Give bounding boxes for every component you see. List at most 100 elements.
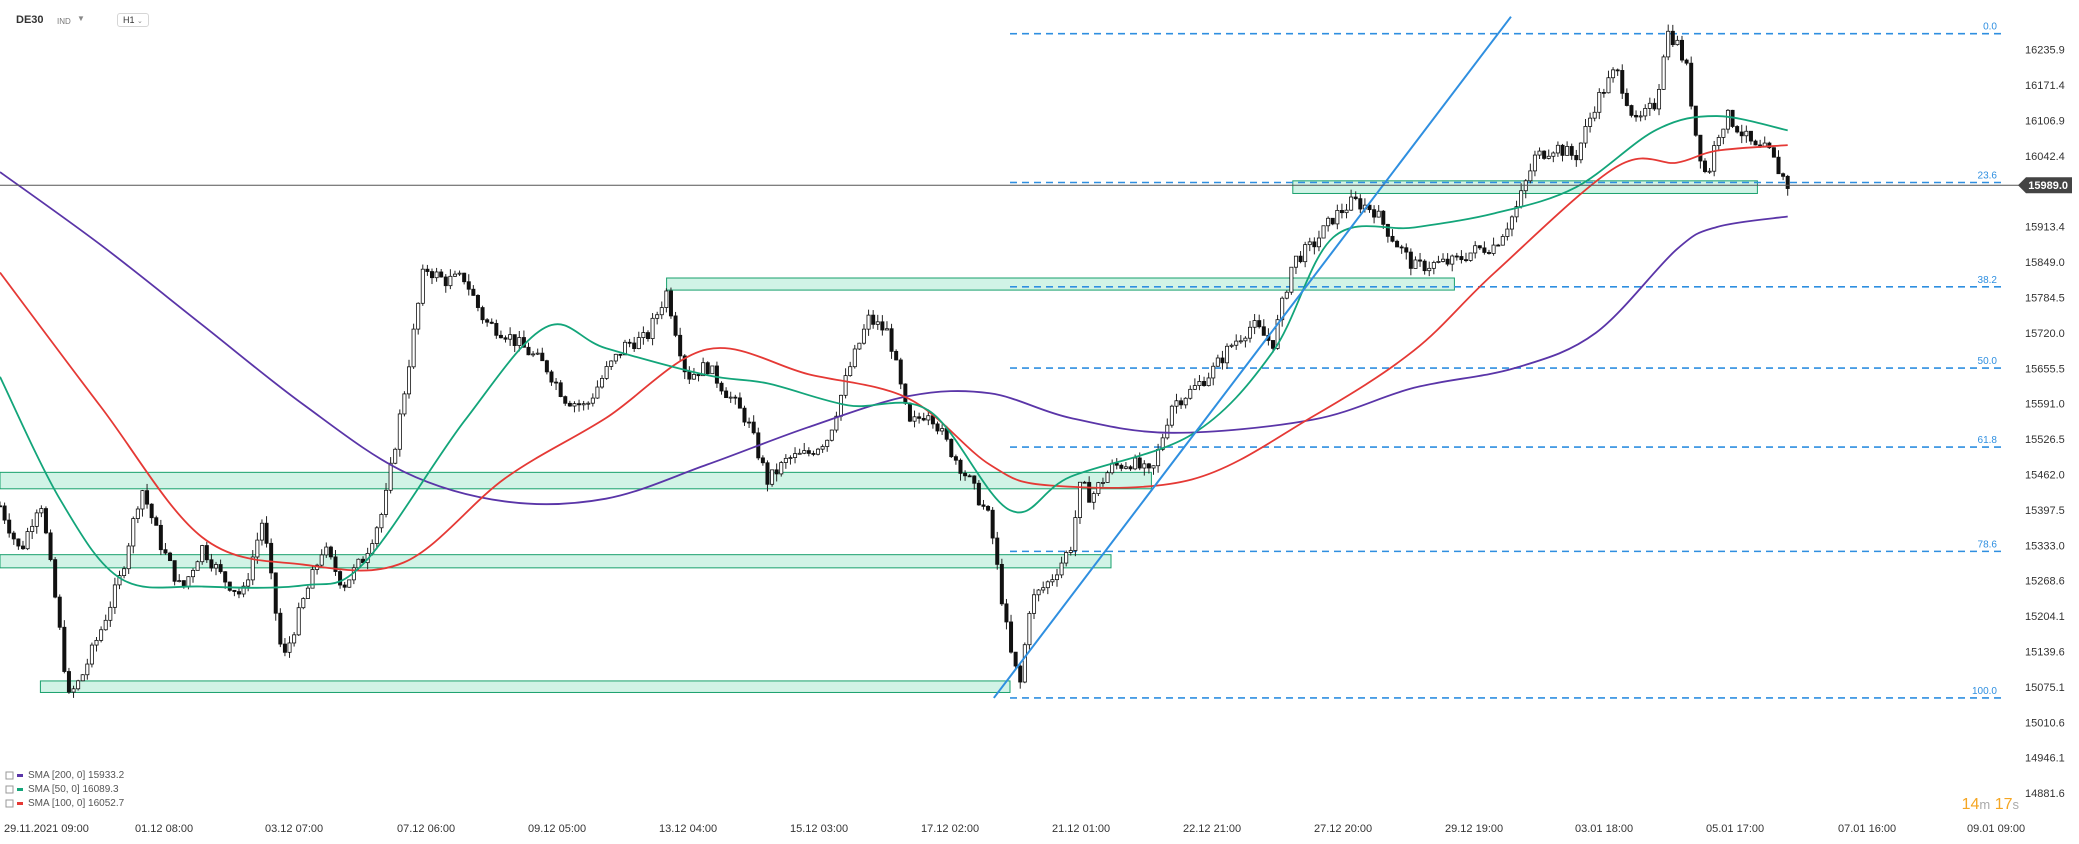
candle — [1413, 256, 1418, 269]
legend-settings-icon[interactable] — [5, 771, 14, 780]
candle — [940, 424, 945, 435]
candle-body — [1330, 217, 1335, 225]
candle-body — [374, 527, 379, 544]
candle — [1721, 128, 1726, 145]
candle-body — [1036, 589, 1041, 596]
legend-settings-icon[interactable] — [5, 785, 14, 794]
candle — [1482, 241, 1487, 255]
legend-settings-icon[interactable] — [5, 799, 14, 808]
candle-body — [16, 538, 21, 547]
candle — [645, 330, 650, 342]
legend-sma100[interactable]: SMA [100, 0] 16052.7 — [28, 798, 124, 809]
candle-body — [1032, 594, 1037, 614]
candle — [793, 447, 798, 464]
zone-1[interactable] — [0, 554, 1112, 569]
candle-body — [558, 382, 563, 397]
candle-body — [420, 268, 425, 304]
candle — [1404, 243, 1409, 260]
symbol-label[interactable]: DE30 — [16, 14, 44, 26]
candle-body — [613, 353, 618, 362]
candle — [650, 313, 655, 346]
fibonacci-retracement[interactable]: 0.0 23.6 38.2 50.0 61.8 78.6 100.0 — [1010, 22, 2005, 699]
trendline-line[interactable] — [993, 16, 1512, 699]
candle — [1748, 130, 1753, 145]
candle — [1018, 663, 1023, 689]
candle — [204, 541, 209, 563]
candle — [1395, 239, 1400, 248]
candle — [1050, 574, 1055, 586]
candle-body — [1486, 252, 1491, 254]
candle-body — [223, 571, 228, 583]
zone-3[interactable] — [666, 277, 1455, 291]
candle — [655, 311, 660, 325]
candle-body — [328, 546, 333, 558]
timeframe-select[interactable]: H1 ⌄ — [117, 13, 149, 27]
candle-body — [209, 559, 214, 569]
candle-body — [388, 462, 393, 491]
candle — [889, 323, 894, 359]
candle-body — [425, 268, 430, 272]
candle-body — [80, 674, 85, 682]
moving-averages — [0, 115, 1788, 589]
candle — [1284, 290, 1289, 300]
zone-0[interactable] — [0, 471, 1152, 490]
candle — [489, 318, 494, 325]
candle-body — [949, 438, 954, 458]
trendline[interactable] — [993, 16, 1512, 699]
candle — [1666, 24, 1671, 61]
candle-body — [2, 505, 7, 521]
candle-body — [963, 472, 968, 477]
y-tick-label: 15010.6 — [2025, 717, 2065, 729]
candle-body — [1064, 552, 1069, 564]
candle-body — [0, 505, 3, 508]
x-tick-label: 09.12 05:00 — [528, 823, 586, 835]
candle-body — [760, 457, 765, 464]
candle — [158, 519, 163, 556]
candle-body — [1298, 255, 1303, 263]
candle-body — [25, 531, 30, 550]
candle-body — [508, 334, 513, 340]
candle — [117, 570, 122, 590]
candle-body — [1381, 210, 1386, 225]
candle — [820, 444, 825, 453]
candle — [1289, 266, 1294, 295]
candle — [163, 542, 168, 555]
candles — [0, 24, 1790, 698]
candle-body — [503, 337, 508, 340]
zone-2[interactable] — [39, 680, 1011, 693]
candle-body — [737, 397, 742, 409]
candle — [1620, 64, 1625, 99]
candle — [494, 319, 499, 339]
candle — [549, 369, 554, 386]
y-tick-label: 15397.5 — [2025, 505, 2065, 517]
y-tick-label: 15139.6 — [2025, 647, 2065, 659]
chevron-down-icon[interactable]: ▼ — [77, 14, 85, 23]
legend-sma200[interactable]: SMA [200, 0] 15933.2 — [28, 770, 124, 781]
y-axis[interactable]: 16235.9 16171.4 16106.9 16042.4 15913.4 15849… — [2025, 45, 2065, 800]
candle — [485, 318, 490, 327]
candle-body — [926, 415, 931, 421]
candle-body — [747, 421, 752, 424]
candle-body — [227, 581, 232, 591]
candle-countdown-timer: 14m 17s — [1962, 796, 2019, 814]
candle — [1611, 67, 1616, 83]
candle-body — [825, 439, 830, 447]
candle — [1647, 97, 1652, 116]
candle — [1459, 250, 1464, 264]
candle-body — [1137, 457, 1142, 469]
candle-body — [1551, 152, 1556, 157]
candle-body — [590, 397, 595, 404]
legend-sma50[interactable]: SMA [50, 0] 16089.3 — [28, 784, 119, 795]
candle — [140, 489, 145, 517]
y-tick-label: 15849.0 — [2025, 257, 2065, 269]
candle-body — [1643, 108, 1648, 117]
candle-body — [1776, 156, 1781, 175]
candle — [99, 626, 104, 643]
candle-body — [1376, 210, 1381, 218]
candle-body — [1473, 245, 1478, 254]
candle-body — [1670, 30, 1675, 46]
candle — [1477, 245, 1482, 250]
y-tick-label: 14946.1 — [2025, 753, 2065, 765]
x-axis[interactable]: 29.11.2021 09:00 01.12 08:00 03.12 07:00 07… — [4, 823, 2025, 835]
